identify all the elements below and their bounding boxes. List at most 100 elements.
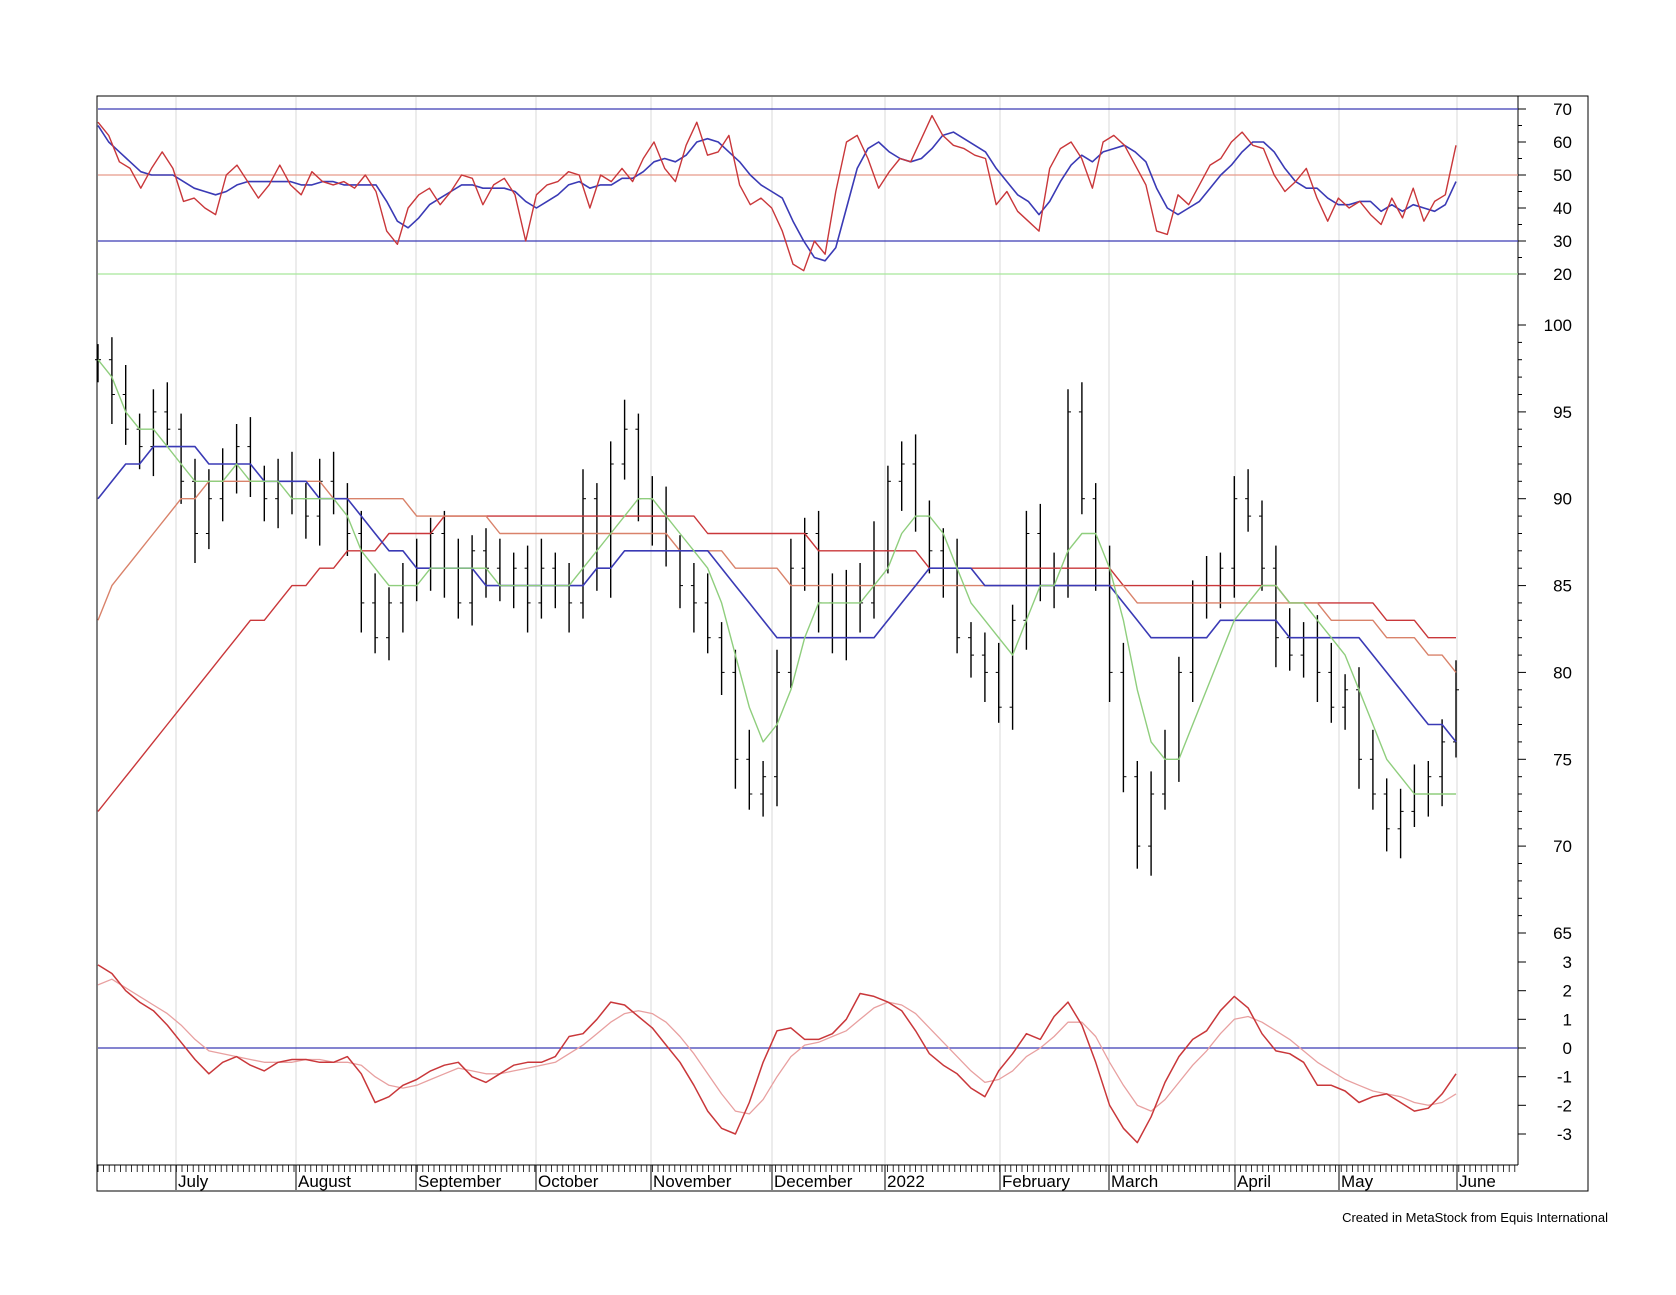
price-bar <box>690 563 697 633</box>
oscillator-y-tick-label: 50 <box>1553 166 1572 185</box>
month-label: May <box>1341 1172 1374 1191</box>
price-bar <box>926 500 933 574</box>
price-bar <box>1383 778 1390 852</box>
price-bar <box>1328 642 1335 723</box>
price-bar <box>580 469 586 619</box>
price-bar <box>205 469 212 550</box>
price-bar <box>302 483 309 539</box>
price-bar <box>704 573 711 654</box>
price-bar <box>1453 660 1459 758</box>
price-bar <box>871 521 877 619</box>
price-bar <box>1245 469 1252 532</box>
price-bar <box>1342 674 1349 730</box>
price-bar <box>857 563 864 633</box>
price-bar <box>677 535 683 609</box>
month-label: October <box>538 1172 599 1191</box>
price-bar <box>164 382 171 445</box>
price-bar <box>441 510 448 598</box>
price-bar <box>219 448 226 522</box>
price-ma-long-1-line <box>97 480 1457 673</box>
price-bar <box>330 451 337 515</box>
price-bar <box>247 417 254 497</box>
price-bar <box>108 337 115 424</box>
price-bar <box>1189 580 1196 702</box>
price-bar <box>1425 761 1432 817</box>
price-bar <box>1272 545 1279 668</box>
macd-y-tick-label: 0 <box>1563 1039 1572 1058</box>
month-label: August <box>298 1172 351 1191</box>
price-y-tick-label: 95 <box>1553 403 1572 422</box>
price-bar <box>469 535 476 626</box>
price-bar <box>1065 389 1071 598</box>
price-bar <box>261 465 268 522</box>
macd-main-line <box>97 964 1457 1144</box>
price-bar <box>718 622 725 695</box>
macd-y-tick-label: -3 <box>1557 1125 1572 1144</box>
oscillator-y-tick-label: 60 <box>1553 133 1572 152</box>
price-bar <box>1120 642 1127 793</box>
month-label: March <box>1111 1172 1158 1191</box>
price-bar <box>663 486 670 567</box>
month-label: December <box>774 1172 853 1191</box>
macd-y-tick-label: -2 <box>1557 1096 1572 1115</box>
price-bar <box>233 424 240 494</box>
price-bar <box>1175 656 1182 782</box>
price-bar <box>372 573 379 654</box>
price-y-tick-label: 65 <box>1553 924 1572 943</box>
price-bar <box>1009 604 1016 730</box>
price-bar <box>621 399 628 480</box>
price-bar <box>538 538 545 619</box>
macd-y-tick-label: 3 <box>1563 953 1572 972</box>
price-bar <box>746 729 753 810</box>
axis-labels: July August September October November Decemb… <box>178 100 1572 1191</box>
price-bar <box>1078 382 1085 515</box>
macd-y-tick-label: 1 <box>1563 1010 1572 1029</box>
price-bar <box>399 563 406 633</box>
axis-ticks <box>97 108 1526 1190</box>
month-label: April <box>1237 1172 1271 1191</box>
month-label: February <box>1002 1172 1071 1191</box>
price-bar <box>995 642 1002 723</box>
oscillator-y-tick-label: 40 <box>1553 199 1572 218</box>
price-bar <box>815 510 822 633</box>
macd-y-tick-label: -1 <box>1557 1068 1572 1087</box>
month-label: 2022 <box>887 1172 925 1191</box>
price-bar <box>455 538 462 619</box>
price-bar <box>524 545 531 633</box>
month-label: June <box>1459 1172 1496 1191</box>
price-bar <box>981 632 988 702</box>
price-bar <box>1300 622 1307 678</box>
price-bar <box>732 649 739 789</box>
price-bar <box>483 528 489 598</box>
price-bar <box>275 458 282 529</box>
price-bar <box>316 458 323 546</box>
price-bar <box>898 441 905 511</box>
price-bar <box>427 517 434 591</box>
vertical-gridlines <box>175 97 1458 1164</box>
price-bar <box>1162 729 1168 810</box>
price-bar <box>178 413 185 504</box>
oscillator-y-tick-label: 20 <box>1553 265 1572 284</box>
price-bar <box>593 483 600 591</box>
price-bar <box>968 622 974 678</box>
month-label: September <box>418 1172 501 1191</box>
price-bar <box>1397 788 1404 859</box>
price-bar <box>649 476 656 546</box>
price-bar <box>1023 510 1030 650</box>
reference-lines <box>98 108 1518 1049</box>
price-bar <box>787 538 794 689</box>
price-bar <box>1411 764 1418 827</box>
price-bar <box>413 538 420 602</box>
price-bar <box>192 458 198 563</box>
price-bars <box>95 337 1459 876</box>
price-bar <box>1369 729 1376 810</box>
price-bar <box>607 441 614 598</box>
price-ma-long-2-line <box>97 515 1456 812</box>
oscillator-main-line <box>97 114 1457 272</box>
price-bar <box>774 649 780 807</box>
price-bar <box>289 451 295 515</box>
price-bar <box>635 413 642 522</box>
price-y-tick-label: 85 <box>1553 577 1572 596</box>
price-bar <box>1203 556 1210 619</box>
price-y-tick-label: 90 <box>1553 490 1572 509</box>
